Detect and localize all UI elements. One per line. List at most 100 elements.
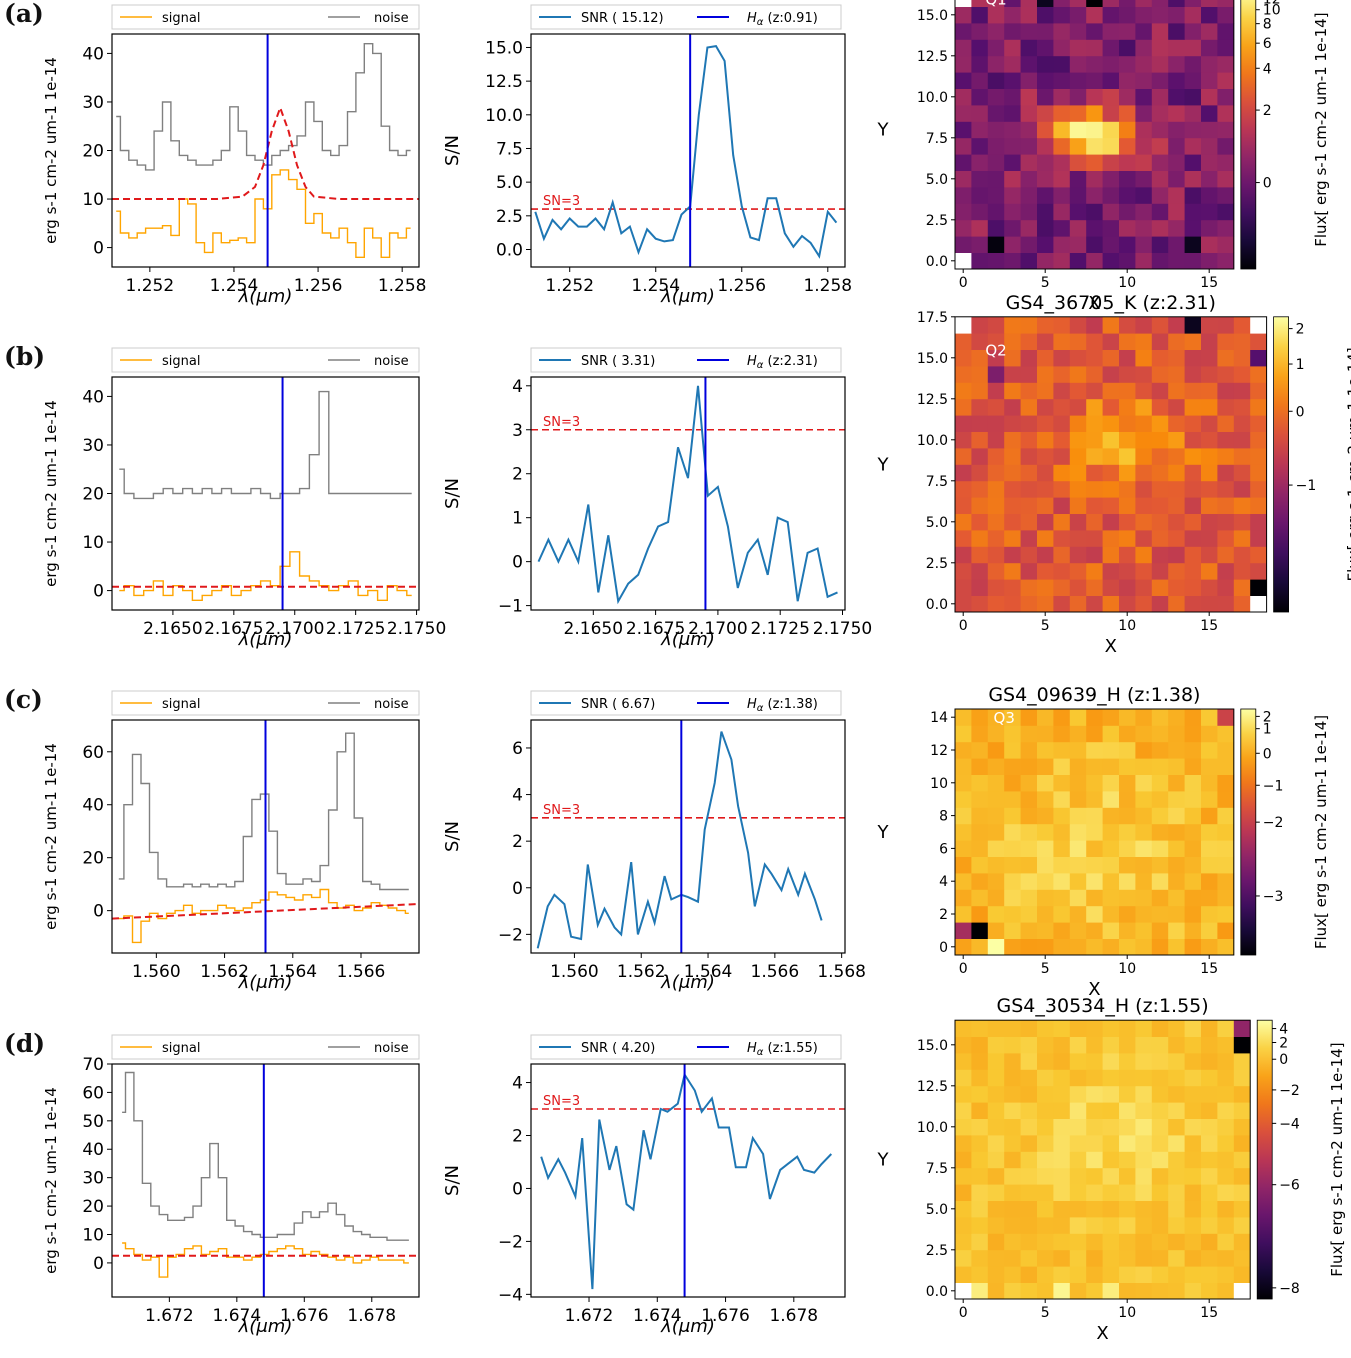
heatmap-cell	[987, 873, 1005, 890]
heatmap-cell	[1184, 807, 1202, 825]
heatmap-cell	[1053, 1249, 1071, 1267]
heatmap-cell	[1168, 1266, 1185, 1283]
heatmap-cell	[955, 72, 972, 89]
image-ytick-label: 14	[930, 710, 948, 726]
heatmap-cell	[971, 1020, 989, 1037]
heatmap-cell	[971, 333, 989, 350]
image-annotation: Q3	[994, 709, 1015, 727]
heatmap-cell	[1086, 530, 1103, 547]
noise-line	[122, 1071, 409, 1241]
heatmap-cell	[1119, 1151, 1136, 1169]
heatmap-cell	[1004, 1200, 1021, 1218]
heatmap-cell	[955, 889, 972, 907]
spectrum-xtick-label: 2.1650	[143, 619, 202, 639]
heatmap-cell	[1053, 709, 1071, 726]
heatmap-cell	[955, 349, 972, 367]
image-ytick-label: 12.5	[917, 392, 948, 408]
heatmap-cell	[971, 595, 989, 613]
plot-frame	[530, 719, 846, 954]
heatmap-cell	[1184, 840, 1202, 857]
heatmap-cell	[1102, 39, 1120, 57]
heatmap-cell	[1037, 219, 1054, 237]
heatmap-cell	[1168, 823, 1185, 841]
heatmap-cell	[1086, 203, 1103, 221]
heatmap-cell	[1119, 1036, 1136, 1054]
heatmap-cell	[1184, 1249, 1202, 1267]
snr-xtick-label: 1.676	[701, 1306, 750, 1326]
heatmap-cell	[1168, 497, 1185, 514]
heatmap-cell	[987, 497, 1005, 514]
heatmap-cell	[1053, 316, 1071, 334]
heatmap-cell	[1102, 1151, 1120, 1169]
heatmap-cell	[1201, 316, 1218, 334]
heatmap-cell	[1119, 579, 1136, 596]
snr-xtick-label: 1.674	[633, 1306, 682, 1326]
heatmap-cell	[955, 856, 972, 874]
heatmap-cell	[1168, 55, 1185, 73]
heatmap-cell	[987, 938, 1005, 956]
heatmap-cell	[1184, 448, 1202, 465]
heatmap-cell	[1217, 39, 1235, 57]
heatmap-cell	[1037, 530, 1054, 547]
heatmap-cell	[1086, 758, 1103, 775]
image-ytick-label: 10.0	[917, 90, 948, 106]
heatmap-cell	[1004, 725, 1021, 743]
image-ytick-label: 5.0	[926, 1202, 948, 1218]
heatmap-cell	[1201, 415, 1218, 432]
heatmap-cell	[1053, 579, 1071, 596]
heatmap-cell	[1069, 1036, 1087, 1054]
heatmap-cell	[1135, 88, 1153, 106]
heatmap-cell	[1217, 807, 1235, 825]
heatmap-cell	[1151, 187, 1169, 204]
heatmap-cell	[955, 497, 972, 514]
heatmap-cell	[1168, 1200, 1185, 1218]
image-ytick-label: 12	[930, 743, 948, 759]
heatmap-cell	[987, 187, 1005, 204]
heatmap-cell	[1201, 1282, 1218, 1300]
heatmap-cell	[1086, 170, 1103, 188]
heatmap-cell	[1119, 1233, 1136, 1251]
heatmap-cell	[1020, 236, 1038, 253]
heatmap-cell	[1201, 382, 1218, 400]
heatmap-cell	[955, 546, 972, 564]
heatmap-cell	[1037, 513, 1054, 531]
heatmap-cell	[1168, 0, 1185, 7]
heatmap-cell	[1135, 1233, 1153, 1251]
heatmap-cell	[1020, 889, 1038, 907]
heatmap-cell	[955, 840, 972, 857]
heatmap-cell	[1004, 39, 1021, 57]
heatmap-cell	[1053, 55, 1071, 73]
heatmap-cell	[1004, 1102, 1021, 1119]
spectrum-ytick-label: 40	[82, 387, 104, 407]
image-xtick-label: 5	[1041, 275, 1050, 291]
heatmap-cell	[1151, 1266, 1169, 1283]
heatmap-cell	[971, 922, 989, 939]
heatmap-cell	[1250, 333, 1267, 350]
heatmap-cell	[1037, 823, 1054, 841]
heatmap-cell	[1184, 252, 1202, 270]
snr-xtick-label: 2.1750	[813, 619, 872, 639]
heatmap-cell	[1201, 889, 1218, 907]
heatmap-cell	[987, 55, 1005, 73]
heatmap-cell	[1201, 464, 1218, 482]
heatmap-cell	[1102, 873, 1120, 890]
heatmap-cell	[1168, 840, 1185, 857]
heatmap-cell	[1250, 349, 1267, 367]
heatmap-cell	[1037, 88, 1054, 106]
heatmap-cell	[971, 39, 989, 57]
heatmap-cell	[1020, 382, 1038, 400]
heatmap-cell	[1086, 105, 1103, 122]
heatmap-cell	[1086, 349, 1103, 367]
heatmap-cell	[1151, 889, 1169, 907]
heatmap-cell	[1069, 922, 1087, 939]
heatmap-cell	[1135, 741, 1153, 759]
heatmap-cell	[987, 39, 1005, 57]
heatmap-cell	[1201, 595, 1218, 613]
heatmap-cell	[955, 0, 972, 7]
heatmap-cell	[1020, 1069, 1038, 1087]
heatmap-cell	[1135, 1249, 1153, 1267]
heatmap-cell	[1135, 316, 1153, 334]
legend: SNR ( 15.12) Hα (z:0.91)	[530, 4, 842, 30]
spectrum-xtick-label: 1.674	[212, 1306, 261, 1326]
heatmap-cell	[1151, 1151, 1169, 1169]
